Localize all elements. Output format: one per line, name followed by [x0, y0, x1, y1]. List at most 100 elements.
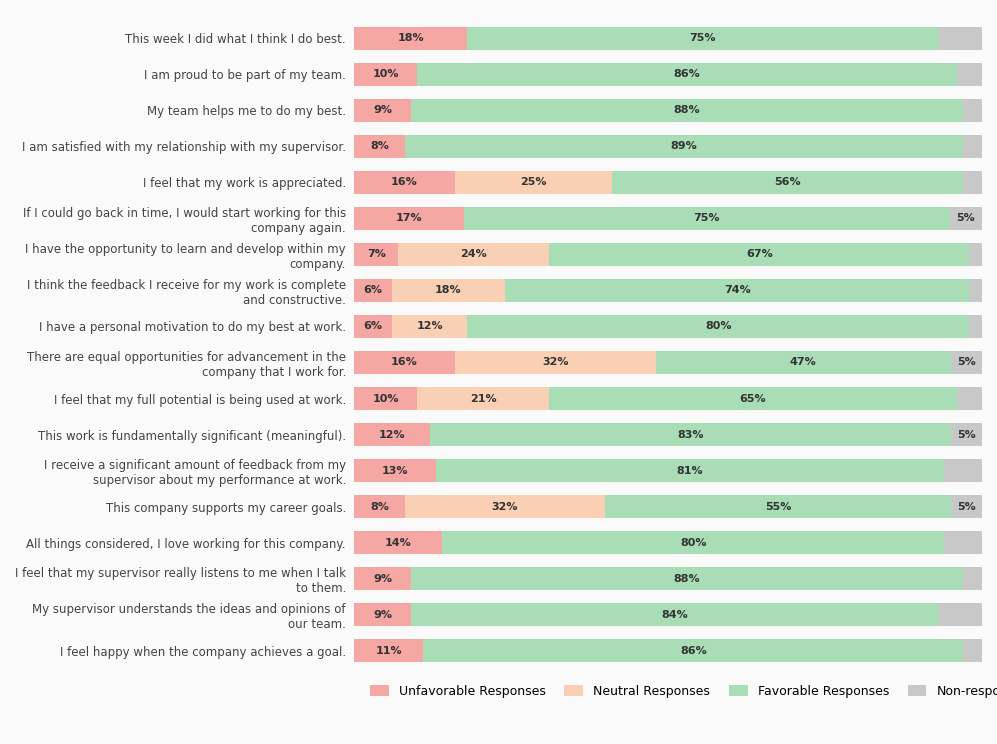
Bar: [443, 531, 944, 554]
Text: 6%: 6%: [364, 286, 383, 295]
Text: 65%: 65%: [740, 394, 767, 403]
Text: 8%: 8%: [370, 501, 389, 512]
Bar: [354, 639, 424, 661]
Text: 80%: 80%: [705, 321, 732, 332]
Bar: [656, 351, 950, 373]
Text: 16%: 16%: [391, 358, 418, 368]
Text: 86%: 86%: [680, 646, 707, 655]
Bar: [549, 388, 957, 410]
Bar: [957, 388, 982, 410]
Text: 56%: 56%: [774, 178, 801, 187]
Bar: [405, 496, 605, 518]
Text: 89%: 89%: [671, 141, 697, 152]
Text: 12%: 12%: [417, 321, 443, 332]
Bar: [504, 279, 969, 301]
Bar: [354, 388, 417, 410]
Bar: [354, 28, 468, 50]
Bar: [612, 171, 963, 193]
Bar: [392, 279, 504, 301]
Text: 16%: 16%: [391, 178, 418, 187]
Text: 83%: 83%: [677, 429, 704, 440]
Bar: [963, 99, 982, 121]
Bar: [354, 496, 405, 518]
Bar: [430, 423, 950, 446]
Legend: Unfavorable Responses, Neutral Responses, Favorable Responses, Non-responses: Unfavorable Responses, Neutral Responses…: [364, 679, 997, 704]
Text: 88%: 88%: [674, 574, 700, 583]
Text: 32%: 32%: [492, 501, 518, 512]
Text: 5%: 5%: [956, 214, 975, 223]
Text: 9%: 9%: [373, 106, 392, 115]
Text: 12%: 12%: [379, 429, 406, 440]
Bar: [549, 243, 969, 266]
Bar: [455, 171, 612, 193]
Text: 32%: 32%: [542, 358, 568, 368]
Bar: [411, 568, 963, 590]
Bar: [354, 459, 436, 481]
Text: 5%: 5%: [957, 358, 976, 368]
Bar: [455, 351, 656, 373]
Bar: [354, 423, 430, 446]
Text: 13%: 13%: [382, 466, 409, 475]
Bar: [944, 459, 982, 481]
Text: 14%: 14%: [385, 538, 412, 548]
Text: 81%: 81%: [677, 466, 704, 475]
Bar: [405, 135, 963, 158]
Text: 88%: 88%: [674, 106, 700, 115]
Bar: [605, 496, 950, 518]
Bar: [354, 243, 398, 266]
Text: 25%: 25%: [520, 178, 546, 187]
Bar: [969, 243, 982, 266]
Bar: [950, 423, 982, 446]
Text: 6%: 6%: [364, 321, 383, 332]
Text: 18%: 18%: [435, 286, 462, 295]
Bar: [354, 279, 392, 301]
Text: 67%: 67%: [746, 249, 773, 260]
Bar: [465, 208, 950, 230]
Bar: [969, 279, 982, 301]
Bar: [963, 568, 982, 590]
Bar: [354, 531, 443, 554]
Text: 10%: 10%: [373, 394, 399, 403]
Bar: [950, 208, 982, 230]
Bar: [950, 496, 982, 518]
Bar: [963, 639, 982, 661]
Text: 5%: 5%: [957, 429, 976, 440]
Bar: [354, 208, 465, 230]
Bar: [354, 568, 411, 590]
Bar: [468, 28, 938, 50]
Text: 74%: 74%: [724, 286, 751, 295]
Bar: [354, 171, 455, 193]
Bar: [354, 315, 392, 338]
Bar: [938, 603, 982, 626]
Text: 17%: 17%: [396, 214, 423, 223]
Bar: [417, 388, 549, 410]
Text: 86%: 86%: [674, 69, 700, 80]
Bar: [944, 531, 982, 554]
Bar: [354, 135, 405, 158]
Bar: [411, 99, 963, 121]
Text: 5%: 5%: [957, 501, 976, 512]
Text: 11%: 11%: [376, 646, 402, 655]
Bar: [957, 63, 982, 86]
Text: 10%: 10%: [373, 69, 399, 80]
Text: 7%: 7%: [367, 249, 386, 260]
Bar: [424, 639, 963, 661]
Bar: [354, 63, 417, 86]
Bar: [411, 603, 938, 626]
Bar: [354, 351, 455, 373]
Bar: [963, 171, 982, 193]
Text: 9%: 9%: [373, 574, 392, 583]
Bar: [963, 135, 982, 158]
Bar: [969, 315, 982, 338]
Text: 18%: 18%: [398, 33, 424, 43]
Bar: [392, 315, 468, 338]
Bar: [417, 63, 957, 86]
Text: 84%: 84%: [661, 609, 688, 620]
Bar: [468, 315, 969, 338]
Text: 55%: 55%: [765, 501, 792, 512]
Bar: [436, 459, 944, 481]
Text: 75%: 75%: [690, 33, 716, 43]
Text: 47%: 47%: [790, 358, 817, 368]
Text: 9%: 9%: [373, 609, 392, 620]
Text: 8%: 8%: [370, 141, 389, 152]
